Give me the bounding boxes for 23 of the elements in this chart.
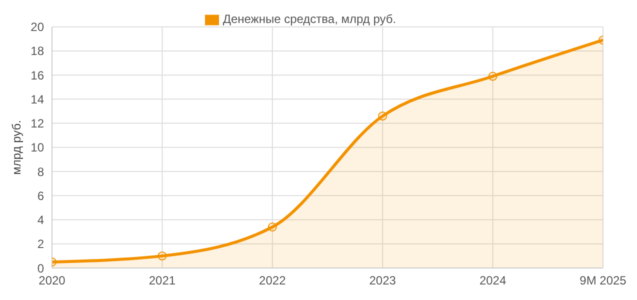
x-tick-label: 2020: [38, 274, 66, 288]
y-tick-label: 16: [30, 68, 44, 82]
y-tick-label: 14: [30, 92, 44, 106]
point: [488, 72, 498, 81]
x-tick-label: 9M 2025: [580, 274, 627, 288]
x-tick-label: 2024: [479, 274, 506, 288]
y-tick-label: 12: [30, 116, 44, 131]
y-tick-label: 8: [37, 164, 44, 179]
point: [378, 112, 388, 121]
y-tick-label: 10: [30, 140, 44, 155]
y-tick-label: 18: [30, 44, 44, 58]
x-tick-label: 2022: [259, 274, 286, 288]
point: [268, 222, 277, 232]
y-axis-title: млрд руб.: [9, 120, 24, 175]
y-tick-label: 20: [30, 20, 44, 34]
y-tick-label: 0: [37, 261, 44, 276]
y-tick-label: 2: [37, 237, 44, 252]
point: [158, 251, 167, 260]
x-tick-label: 2023: [369, 274, 396, 288]
x-tick-label: 2021: [148, 274, 176, 288]
y-tick-label: 6: [37, 188, 44, 203]
y-tick-label: 4: [37, 213, 44, 228]
legend-label: Денежные средства, млрд руб.: [222, 12, 396, 26]
